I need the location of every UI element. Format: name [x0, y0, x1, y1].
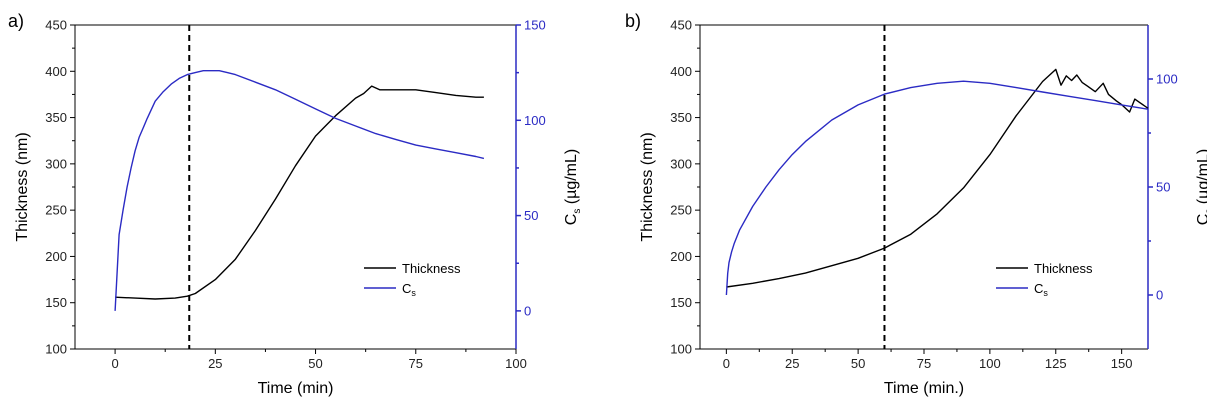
- x-tick-label: 75: [917, 356, 931, 371]
- y-axis-label: Thickness (nm): [14, 132, 31, 241]
- x-tick-label: 0: [111, 356, 118, 371]
- series-line-cs: [114, 69, 485, 311]
- panel-label: b): [625, 11, 641, 31]
- y-right-tick-label: 50: [524, 208, 538, 223]
- x-tick-label: 25: [208, 356, 222, 371]
- legend-label: Cs: [402, 281, 416, 298]
- y-right-tick-label: 50: [1156, 180, 1170, 195]
- y-tick-label: 300: [45, 156, 67, 171]
- y-tick-label: 400: [45, 64, 67, 79]
- y-right-tick-label: 100: [524, 113, 546, 128]
- x-tick-label: 150: [1111, 356, 1133, 371]
- y-tick-label: 250: [45, 203, 67, 218]
- legend-label: Thickness: [402, 261, 461, 276]
- series-line-thickness: [115, 85, 484, 300]
- y-tick-label: 350: [670, 110, 692, 125]
- y-tick-label: 150: [45, 295, 67, 310]
- y-right-tick-label: 100: [1156, 72, 1178, 87]
- x-tick-label: 125: [1045, 356, 1067, 371]
- y-tick-label: 300: [670, 156, 692, 171]
- y-tick-label: 450: [45, 18, 67, 33]
- y-right-axis-label: Cs (µg/mL): [1195, 149, 1207, 225]
- legend-label: Cs: [1034, 281, 1048, 298]
- chart-panel-1: a) 0 25 50 75 100 100 150 200 250 300 350 400 450 0 50 1…: [8, 11, 583, 397]
- y-right-axis-label: Cs (µg/mL): [563, 149, 583, 225]
- series-line-cs: [725, 80, 1149, 296]
- y-tick-label: 350: [45, 110, 67, 125]
- x-axis-label: Time (min.): [884, 380, 964, 397]
- y-right-tick-label: 0: [524, 303, 531, 318]
- y-tick-label: 100: [670, 342, 692, 357]
- y-axis-label: Thickness (nm): [639, 132, 656, 241]
- y-right-tick-label: 150: [524, 18, 546, 33]
- x-tick-label: 75: [409, 356, 423, 371]
- y-tick-label: 200: [45, 249, 67, 264]
- x-tick-label: 50: [851, 356, 865, 371]
- y-tick-label: 250: [670, 203, 692, 218]
- x-tick-label: 0: [723, 356, 730, 371]
- x-tick-label: 100: [979, 356, 1001, 371]
- y-tick-label: 200: [670, 249, 692, 264]
- legend-label: Thickness: [1034, 261, 1093, 276]
- panel-label: a): [8, 11, 24, 31]
- y-tick-label: 450: [670, 18, 692, 33]
- x-tick-label: 100: [505, 356, 527, 371]
- series-line-thickness: [726, 68, 1149, 288]
- y-tick-label: 100: [45, 342, 67, 357]
- x-tick-label: 50: [308, 356, 322, 371]
- x-tick-label: 25: [785, 356, 799, 371]
- y-tick-label: 400: [670, 64, 692, 79]
- chart-panel-2: b) 0 25 50 75 100 125 150 100 150 200 250 300 350 400 4…: [625, 11, 1207, 397]
- y-right-tick-label: 0: [1156, 288, 1163, 303]
- x-axis-label: Time (min): [258, 380, 334, 397]
- y-tick-label: 150: [670, 295, 692, 310]
